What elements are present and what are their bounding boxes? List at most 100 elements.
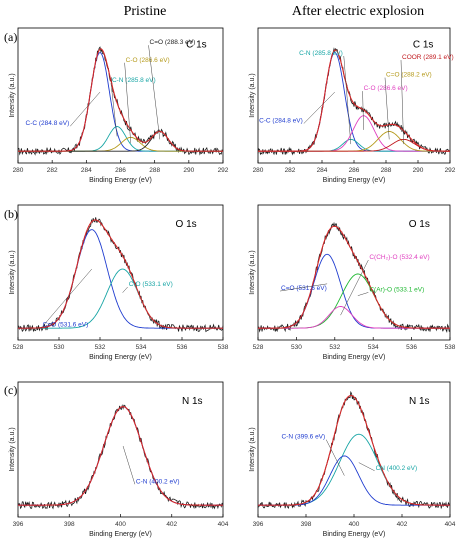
component-label-1: C-O (533.1 eV) xyxy=(129,281,173,288)
x-tick-label: 404 xyxy=(218,521,229,528)
x-tick-label: 532 xyxy=(329,344,340,351)
row-label-c: (c) xyxy=(4,383,18,397)
plot-frame xyxy=(257,204,451,341)
component-leader-3 xyxy=(384,77,390,140)
component-leader-1 xyxy=(343,55,352,145)
row-label-b: (b) xyxy=(4,207,18,221)
component-leader-4 xyxy=(400,60,404,145)
raw-data-line xyxy=(257,47,451,156)
x-tick-label: 286 xyxy=(115,167,126,174)
x-tick-label: 528 xyxy=(253,344,264,351)
component-peak-0 xyxy=(18,229,223,329)
component-leader-1 xyxy=(110,82,118,137)
x-tick-label: 534 xyxy=(368,344,379,351)
header-after: After electric explosion xyxy=(291,4,425,19)
component-label-4: COOR (289.1 eV) xyxy=(402,54,454,61)
x-tick-label: 284 xyxy=(317,167,328,174)
component-peak-2 xyxy=(18,136,223,152)
element-label: C 1s xyxy=(413,40,434,51)
x-tick-label: 404 xyxy=(445,521,456,528)
x-tick-label: 532 xyxy=(95,344,106,351)
element-label: O 1s xyxy=(176,219,197,230)
element-label: O 1s xyxy=(409,219,430,230)
x-tick-label: 290 xyxy=(183,167,194,174)
component-label-0: C=O (531.6 eV) xyxy=(281,285,327,292)
component-leader-1 xyxy=(122,286,128,293)
raw-data-line xyxy=(17,217,224,333)
component-peak-1 xyxy=(258,455,450,506)
component-label-0: C-C (284.8 eV) xyxy=(26,120,70,127)
x-tick-label: 538 xyxy=(445,344,456,351)
y-axis-label: Intensity (a.u.) xyxy=(249,427,256,471)
component-peak-0 xyxy=(18,52,223,152)
fit-envelope-line xyxy=(258,49,450,152)
x-axis-label: Binding Energy (eV) xyxy=(89,177,152,184)
component-label-3: C=O (288.2 eV) xyxy=(386,72,432,79)
component-leader-0 xyxy=(122,445,136,485)
component-label-0: CN (400.2 eV) xyxy=(376,465,418,472)
x-tick-label: 292 xyxy=(218,167,229,174)
component-label-0: C=O (531.6 eV) xyxy=(43,322,89,329)
x-axis-label: Binding Energy (eV) xyxy=(89,531,152,538)
fit-envelope-line xyxy=(18,406,223,506)
raw-data-line xyxy=(257,221,451,334)
fit-envelope-line xyxy=(258,394,450,506)
fit-envelope-line xyxy=(18,48,223,152)
x-tick-label: 286 xyxy=(349,167,360,174)
y-axis-label: Intensity (a.u.) xyxy=(9,73,16,117)
header-pristine: Pristine xyxy=(123,4,167,19)
component-peak-0 xyxy=(258,433,450,506)
x-tick-label: 536 xyxy=(406,344,417,351)
component-leader-2 xyxy=(340,259,369,316)
panel-n1s_after: 396 398 400 402 404 Binding Energy (eV) Intens… xyxy=(249,381,456,538)
component-label-2: C-O (286.6 eV) xyxy=(126,57,170,64)
panel-o1s_pristine: 528 530 532 534 536 538 Binding Energy (eV) Int… xyxy=(9,204,229,361)
x-tick-label: 280 xyxy=(253,167,264,174)
component-leader-1 xyxy=(357,292,369,296)
row-label-a: (a) xyxy=(4,30,18,44)
x-tick-label: 288 xyxy=(149,167,160,174)
raw-data-line xyxy=(17,404,224,510)
x-tick-label: 398 xyxy=(64,521,75,528)
raw-data-line xyxy=(17,46,224,156)
x-tick-label: 402 xyxy=(397,521,408,528)
x-tick-label: 398 xyxy=(301,521,312,528)
x-tick-label: 282 xyxy=(47,167,58,174)
component-peak-3 xyxy=(258,131,450,152)
component-peak-2 xyxy=(258,306,450,329)
raw-data-line xyxy=(257,390,451,510)
component-label-1: C-N (285.8 eV) xyxy=(112,77,156,84)
component-peak-1 xyxy=(18,126,223,152)
plot-frame xyxy=(17,204,224,341)
panel-c1s_after: 280 282 284 286 288 290 292 Binding Energy (eV)… xyxy=(249,27,456,184)
x-tick-label: 400 xyxy=(115,521,126,528)
x-tick-label: 288 xyxy=(381,167,392,174)
x-axis-label: Binding Energy (eV) xyxy=(89,354,152,361)
x-tick-label: 534 xyxy=(136,344,147,351)
x-axis-label: Binding Energy (eV) xyxy=(323,531,386,538)
x-tick-label: 400 xyxy=(349,521,360,528)
component-peak-0 xyxy=(18,406,223,506)
element-label: C 1s xyxy=(186,40,207,51)
panel-c1s_pristine: 280 282 284 286 288 290 292 Binding Energy (eV)… xyxy=(9,27,229,184)
y-axis-label: Intensity (a.u.) xyxy=(249,73,256,117)
x-tick-label: 396 xyxy=(13,521,24,528)
component-leader-0 xyxy=(280,283,328,292)
element-label: N 1s xyxy=(409,396,430,407)
y-axis-label: Intensity (a.u.) xyxy=(9,427,16,471)
x-tick-label: 292 xyxy=(445,167,456,174)
element-label: N 1s xyxy=(182,396,203,407)
x-tick-label: 396 xyxy=(253,521,264,528)
component-peak-0 xyxy=(258,52,450,152)
component-leader-0 xyxy=(303,91,335,124)
component-leader-0 xyxy=(70,91,101,127)
x-tick-label: 530 xyxy=(54,344,65,351)
component-leader-2 xyxy=(362,91,364,130)
panel-o1s_after: 528 530 532 534 536 538 Binding Energy (eV) Int… xyxy=(249,204,456,361)
x-tick-label: 528 xyxy=(13,344,24,351)
component-label-2: C(CH₂)-O (532.4 eV) xyxy=(369,254,429,261)
component-leader-0 xyxy=(41,268,92,328)
component-label-1: C(Ar)-O (533.1 eV) xyxy=(369,286,424,293)
x-axis-label: Binding Energy (eV) xyxy=(323,177,386,184)
y-axis-label: Intensity (a.u.) xyxy=(9,250,16,294)
